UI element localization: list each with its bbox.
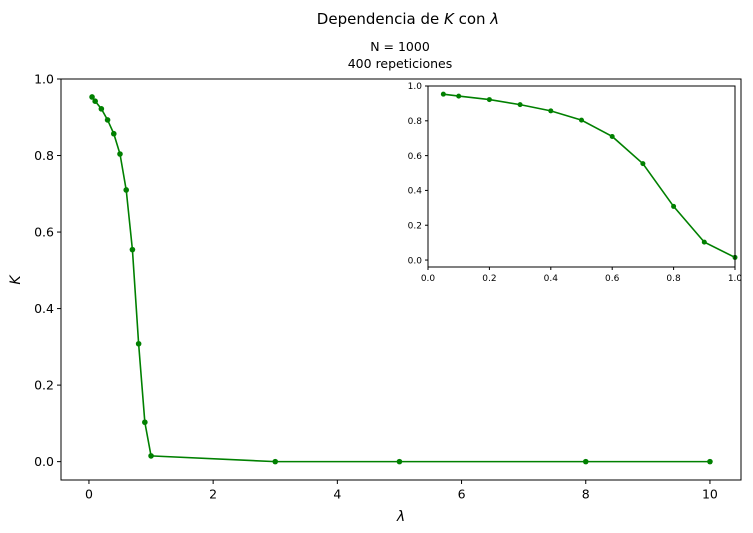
main-data-point bbox=[148, 453, 154, 459]
main-data-point bbox=[123, 187, 130, 193]
main-x-tick-label: 0 bbox=[85, 487, 93, 502]
main-data-point bbox=[104, 117, 111, 123]
figure-title: Dependencia de K con λ bbox=[317, 10, 499, 28]
main-data-point bbox=[89, 94, 95, 100]
inset-data-point bbox=[609, 133, 615, 139]
main-y-tick-label: 0.6 bbox=[34, 225, 54, 240]
main-y-ticks: 0.0 0.2 0.4 0.6 0.8 1.0 bbox=[34, 72, 61, 469]
main-plot-frame bbox=[60, 78, 742, 481]
inset-y-tick-label: 0.8 bbox=[408, 117, 423, 127]
main-x-tick-label: 8 bbox=[582, 487, 590, 502]
main-data-point bbox=[92, 98, 98, 104]
main-x-tick-label: 6 bbox=[458, 487, 466, 502]
inset-y-tick-label: 0.2 bbox=[408, 221, 422, 231]
main-y-tick-label: 0.8 bbox=[34, 148, 54, 163]
main-data-point bbox=[98, 106, 105, 112]
main-data-point bbox=[142, 419, 148, 426]
inset-y-tick-label: 0.6 bbox=[408, 152, 423, 162]
inset-plot-background bbox=[428, 86, 735, 267]
main-data-point bbox=[135, 340, 142, 347]
main-y-tick-label: 0.2 bbox=[34, 378, 54, 393]
inset-data-point bbox=[640, 161, 646, 167]
inset-data-point bbox=[486, 97, 492, 103]
y-axis-label: K bbox=[8, 274, 24, 285]
main-data-point bbox=[129, 246, 136, 253]
subtitle-n: N = 1000 bbox=[370, 39, 430, 54]
inset-plot: 0.0 0.2 0.4 0.6 0.8 1.0 0.0 0.2 0.4 0.6 0.8 1.0 bbox=[408, 82, 743, 284]
inset-x-tick-label: 0.6 bbox=[605, 274, 620, 284]
inset-data-point bbox=[548, 108, 554, 114]
inset-y-tick-label: 0.0 bbox=[408, 256, 423, 266]
inset-data-point bbox=[517, 102, 523, 108]
inset-x-tick-label: 0.8 bbox=[666, 274, 681, 284]
main-data-point bbox=[110, 130, 117, 137]
main-x-tick-label: 2 bbox=[209, 487, 217, 502]
main-data-point bbox=[707, 458, 713, 465]
inset-y-tick-label: 0.4 bbox=[408, 187, 423, 197]
inset-x-tick-label: 0.0 bbox=[421, 274, 436, 284]
main-y-tick-label: 1.0 bbox=[34, 72, 54, 87]
main-data-point bbox=[396, 458, 403, 465]
main-data-point bbox=[582, 458, 589, 465]
main-series bbox=[89, 94, 713, 465]
inset-data-point bbox=[579, 117, 584, 123]
inset-x-tick-label: 1.0 bbox=[728, 274, 743, 284]
inset-plot-frame bbox=[427, 85, 736, 268]
inset-x-tick-label: 0.2 bbox=[482, 274, 496, 284]
inset-series bbox=[440, 91, 738, 260]
inset-y-tick-label: 1.0 bbox=[408, 82, 423, 92]
main-plot: 0 2 4 6 8 10 0.0 0.2 0.4 0.6 0.8 1.0 λ K bbox=[8, 72, 742, 525]
inset-data-point bbox=[671, 203, 677, 209]
main-x-tick-label: 4 bbox=[333, 487, 341, 502]
x-axis-label: λ bbox=[396, 509, 405, 525]
inset-data-point bbox=[440, 91, 446, 97]
inset-y-ticks: 0.0 0.2 0.4 0.6 0.8 1.0 bbox=[408, 82, 428, 266]
main-data-point bbox=[272, 458, 279, 465]
main-x-tick-label: 10 bbox=[702, 487, 718, 502]
inset-x-tick-label: 0.4 bbox=[544, 274, 559, 284]
inset-data-point bbox=[701, 239, 707, 245]
main-y-tick-label: 0.4 bbox=[34, 301, 54, 316]
main-x-ticks: 0 2 4 6 8 10 bbox=[85, 480, 718, 502]
main-data-point bbox=[117, 151, 123, 157]
main-y-tick-label: 0.0 bbox=[34, 454, 54, 469]
subtitle-repetitions: 400 repeticiones bbox=[348, 56, 453, 71]
inset-data-point bbox=[456, 93, 462, 99]
